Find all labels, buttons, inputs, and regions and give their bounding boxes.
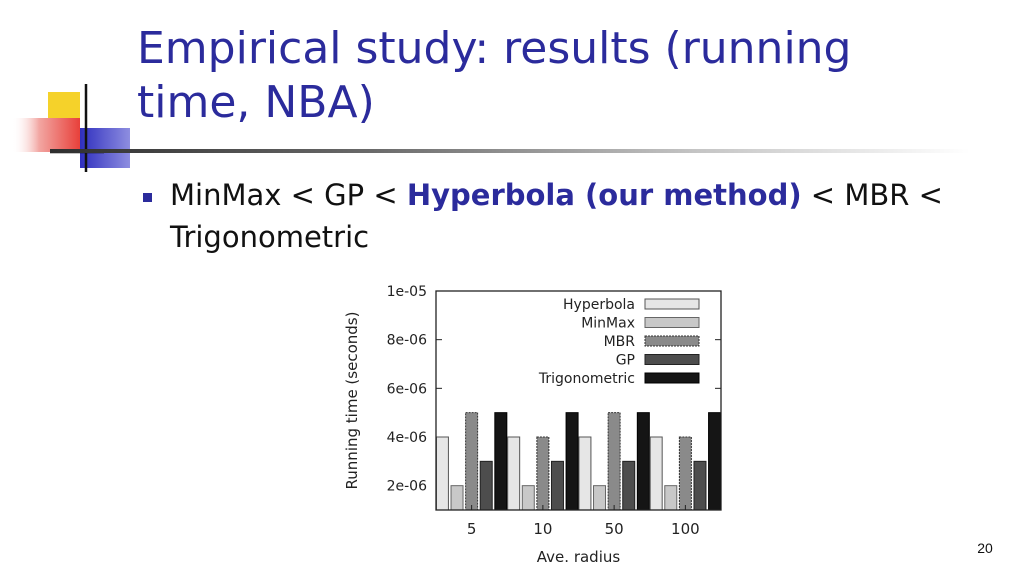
bar-hyperbola-10 [507,436,521,511]
logo-red-bar [12,118,80,152]
bar-gp-5 [479,460,493,511]
bar-gp-10 [550,460,564,511]
bar-trigonometric-50 [636,412,650,511]
bar-mbr-100 [678,436,692,511]
bar-trigonometric-100 [708,412,722,511]
plot-frame [435,290,722,511]
page-number: 20 [977,540,993,556]
y-tick-label: 8e-06 [387,333,427,349]
legend-swatch-mbr [644,335,700,347]
bar-mbr-50 [607,412,621,511]
bar-gp-100 [693,460,707,511]
x-axis-label: Ave. radius [537,548,621,566]
legend-label-trigonometric: Trigonometric [538,371,635,387]
bar-minmax-5 [450,485,464,511]
y-tick-label: 6e-06 [387,381,427,397]
running-time-bar-chart: 2e-06 4e-06 6e-06 8e-06 1e-05 5 10 50 100 Ave. ra… [343,284,722,566]
bullet-square-icon [143,193,152,202]
bullet-text-part1: MinMax < GP < [170,178,407,212]
bar-minmax-10 [521,485,535,511]
bar-hyperbola-100 [649,436,663,511]
y-tick-label: 4e-06 [387,430,427,446]
bar-trigonometric-10 [565,412,579,511]
legend-label-minmax: MinMax [581,316,635,332]
y-tick-label: 2e-06 [387,479,427,495]
legend-swatch-hyperbola [644,298,700,310]
bullet-text-highlight: Hyperbola (our method) [406,178,802,212]
x-tick-label: 10 [533,520,552,538]
bar-mbr-5 [465,412,479,511]
legend-label-gp: GP [616,353,635,369]
bullet-text: MinMax < GP < Hyperbola (our method) < M… [170,174,1000,258]
bar-minmax-100 [664,485,678,511]
bullet-text-part2: < MBR < Trigonometric [170,178,943,254]
bar-gp-50 [622,460,636,511]
logo-blue-square [80,128,130,168]
x-tick-label: 50 [605,520,624,538]
legend-label-hyperbola: Hyperbola [563,297,635,313]
bar-minmax-50 [593,485,607,511]
bar-mbr-10 [536,436,550,511]
legend-swatch-gp [644,354,700,365]
bar-hyperbola-5 [435,436,449,511]
legend-swatch-trigonometric [644,372,700,384]
y-tick-label: 1e-05 [387,284,427,300]
legend-swatch-minmax [644,317,700,328]
title-divider [50,149,970,153]
legend-label-mbr: MBR [604,334,636,350]
bar-hyperbola-50 [578,436,592,511]
bar-trigonometric-5 [494,412,508,511]
slide-logo-decoration [12,84,130,172]
page-title: Empirical study: results (running time, … [137,23,852,128]
x-tick-label: 100 [671,520,700,538]
x-tick-label: 5 [467,520,477,538]
y-axis-label: Running time (seconds) [343,312,361,490]
